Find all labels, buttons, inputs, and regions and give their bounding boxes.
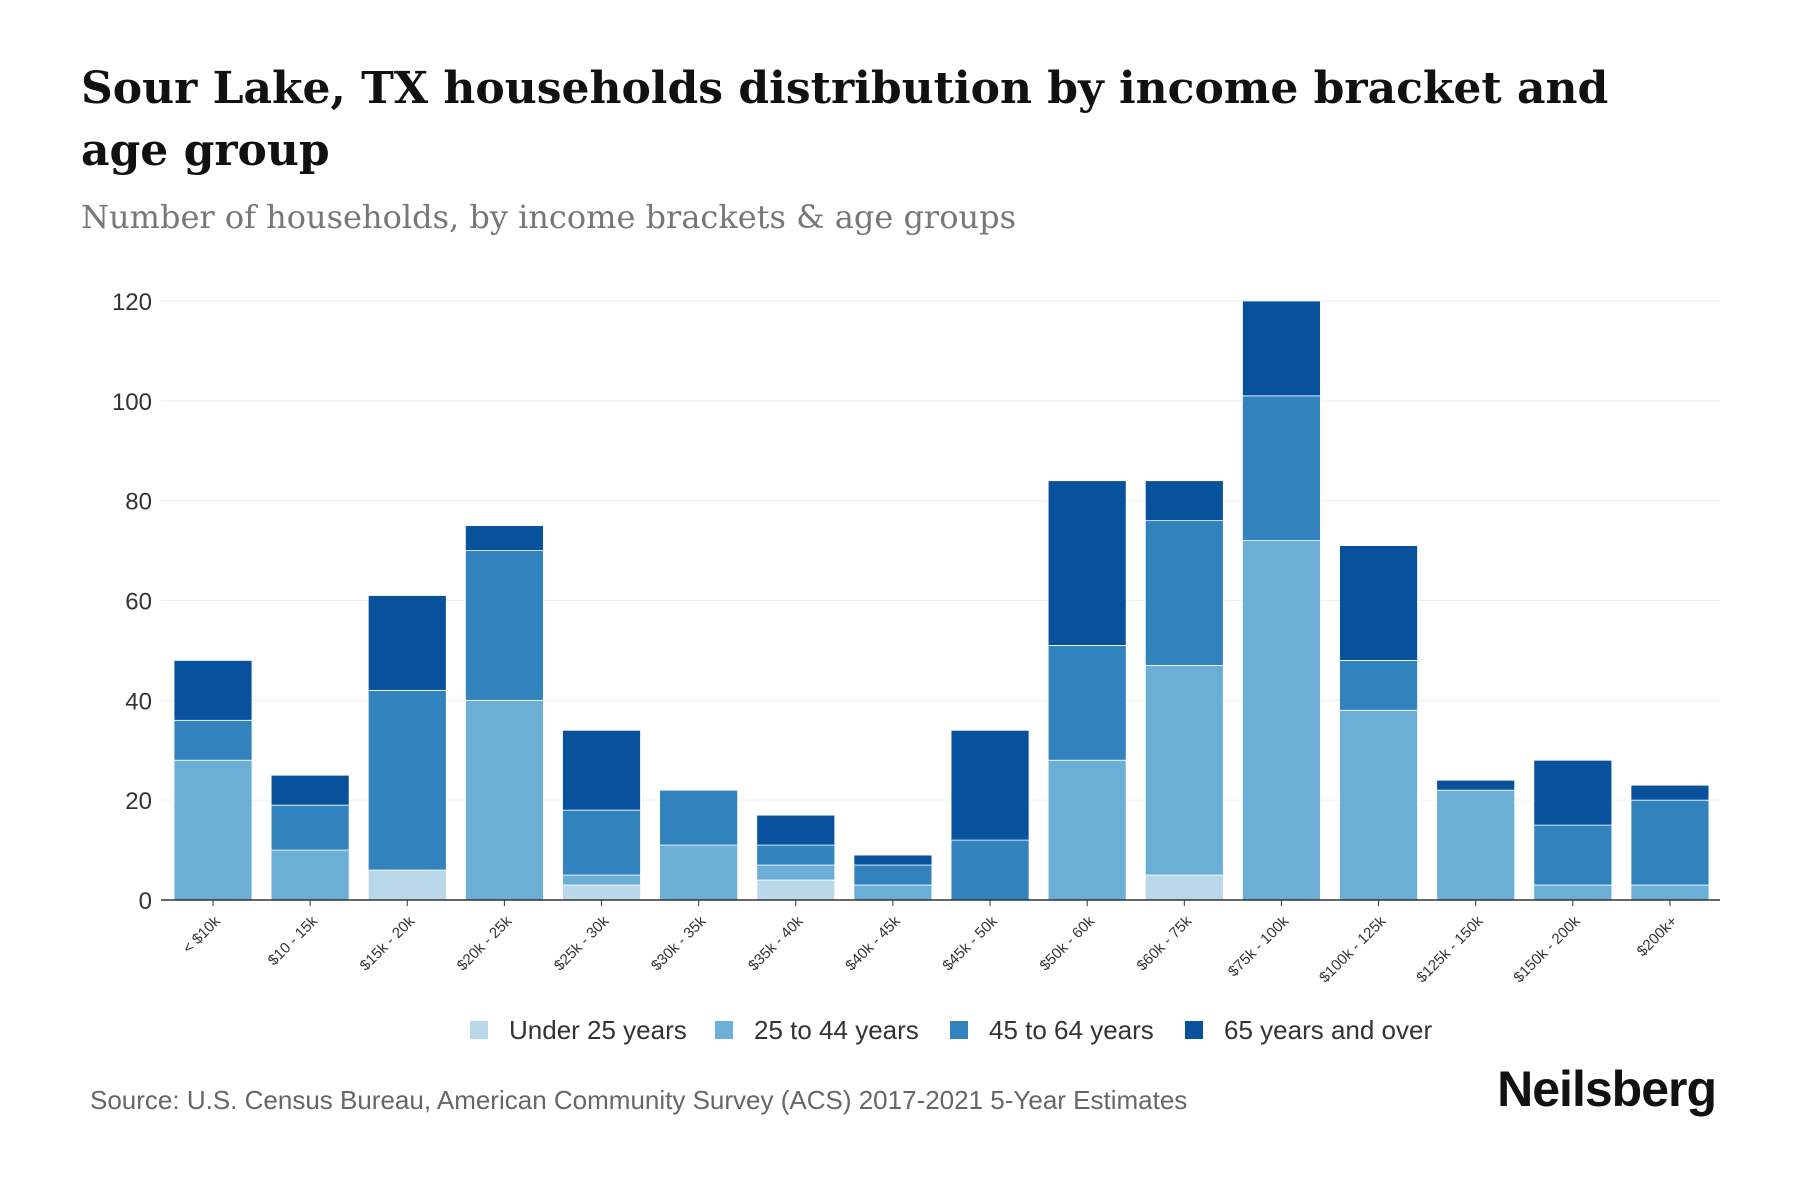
bar-segment — [1630, 799, 1710, 886]
bar-segment — [756, 864, 836, 881]
x-tick-label: $60k - 75k — [1134, 912, 1196, 974]
legend-swatch — [950, 1021, 968, 1039]
bar-segment — [464, 699, 544, 901]
bar-segment — [1339, 545, 1418, 661]
x-tick-label: $40k - 45k — [842, 912, 904, 974]
bar-segment — [756, 879, 836, 901]
bar-segment — [853, 864, 933, 886]
neilsberg-logo: Neilsberg — [1497, 1061, 1717, 1117]
bar-segment — [1144, 664, 1224, 876]
bar-segment — [562, 809, 641, 876]
bar-segment — [1533, 884, 1613, 901]
bar-segment — [562, 884, 641, 901]
y-tick-label: 40 — [125, 688, 152, 715]
bar-segment — [173, 759, 253, 901]
bar-segment — [659, 789, 739, 846]
bar-segment — [270, 849, 350, 901]
y-tick-label: 100 — [112, 389, 152, 416]
bar-segment — [1242, 300, 1321, 397]
bar-segment — [1436, 789, 1516, 901]
bar-segment — [1144, 520, 1224, 666]
bar-segment — [1144, 480, 1224, 522]
x-tick-label: $15k - 20k — [357, 912, 419, 974]
legend-label: 45 to 64 years — [989, 1015, 1154, 1045]
bar-segment — [562, 729, 641, 811]
bar-segment — [464, 525, 544, 551]
bar-segment — [1533, 759, 1613, 826]
x-tick-label: $30k - 35k — [648, 912, 710, 974]
bar-segment — [464, 550, 544, 701]
y-tick-label: 120 — [112, 289, 152, 316]
legend-swatch — [715, 1021, 733, 1039]
x-tick-label: $150k - 200k — [1510, 912, 1584, 986]
bar-segment — [950, 729, 1030, 841]
bar-segment — [1339, 709, 1418, 901]
bar-segment — [659, 844, 739, 901]
bar-segment — [756, 844, 836, 866]
bar-segment — [270, 774, 350, 806]
bar-segment — [1630, 784, 1710, 801]
bar-segment — [1339, 660, 1418, 711]
bar-segment — [1144, 874, 1224, 901]
x-tick-label: $45k - 50k — [939, 912, 1001, 974]
bar-segment — [367, 595, 447, 691]
legend-label: 65 years and over — [1224, 1015, 1432, 1045]
bar-segment — [562, 874, 641, 886]
y-tick-label: 80 — [125, 489, 152, 516]
bar-segment — [173, 719, 253, 761]
bar-segment — [756, 814, 836, 846]
bar-segment — [1047, 645, 1127, 761]
source-note: Source: U.S. Census Bureau, American Com… — [90, 1085, 1188, 1115]
x-tick-label: $35k - 40k — [745, 912, 807, 974]
legend-label: Under 25 years — [509, 1015, 687, 1045]
x-tick-label: $10 - 15k — [265, 912, 322, 969]
x-tick-label: $200k+ — [1634, 913, 1681, 960]
bar-segment — [1047, 480, 1127, 646]
legend-swatch — [470, 1021, 488, 1039]
legend-swatch — [1185, 1021, 1203, 1039]
bar-segment — [173, 660, 253, 721]
chart-subtitle: Number of households, by income brackets… — [81, 198, 1016, 236]
bar-segment — [1630, 884, 1710, 901]
y-tick-label: 0 — [139, 888, 152, 915]
y-tick-label: 20 — [125, 788, 152, 815]
x-tick-label: $100k - 125k — [1316, 912, 1390, 986]
x-tick-label: < $10k — [180, 912, 225, 957]
x-tick-label: $20k - 25k — [454, 912, 516, 974]
x-tick-label: $25k - 30k — [551, 912, 613, 974]
bar-segment — [367, 869, 447, 901]
bar-segment — [1436, 779, 1516, 791]
bar-segment — [950, 839, 1030, 901]
bar-segment — [853, 854, 933, 866]
bar-segment — [1047, 759, 1127, 901]
x-tick-label: $125k - 150k — [1413, 912, 1487, 986]
x-tick-label: $50k - 60k — [1036, 912, 1098, 974]
x-tick-label: $75k - 100k — [1225, 912, 1293, 980]
chart-title: Sour Lake, TX households distribution by… — [81, 63, 1609, 176]
bar-segment — [853, 884, 933, 901]
bar-segment — [1242, 395, 1321, 542]
y-tick-label: 60 — [125, 589, 152, 616]
legend-label: 25 to 44 years — [754, 1015, 919, 1045]
bar-segment — [1533, 824, 1613, 886]
bar-segment — [367, 689, 447, 871]
bar-segment — [1242, 540, 1321, 901]
bar-segment — [270, 804, 350, 851]
